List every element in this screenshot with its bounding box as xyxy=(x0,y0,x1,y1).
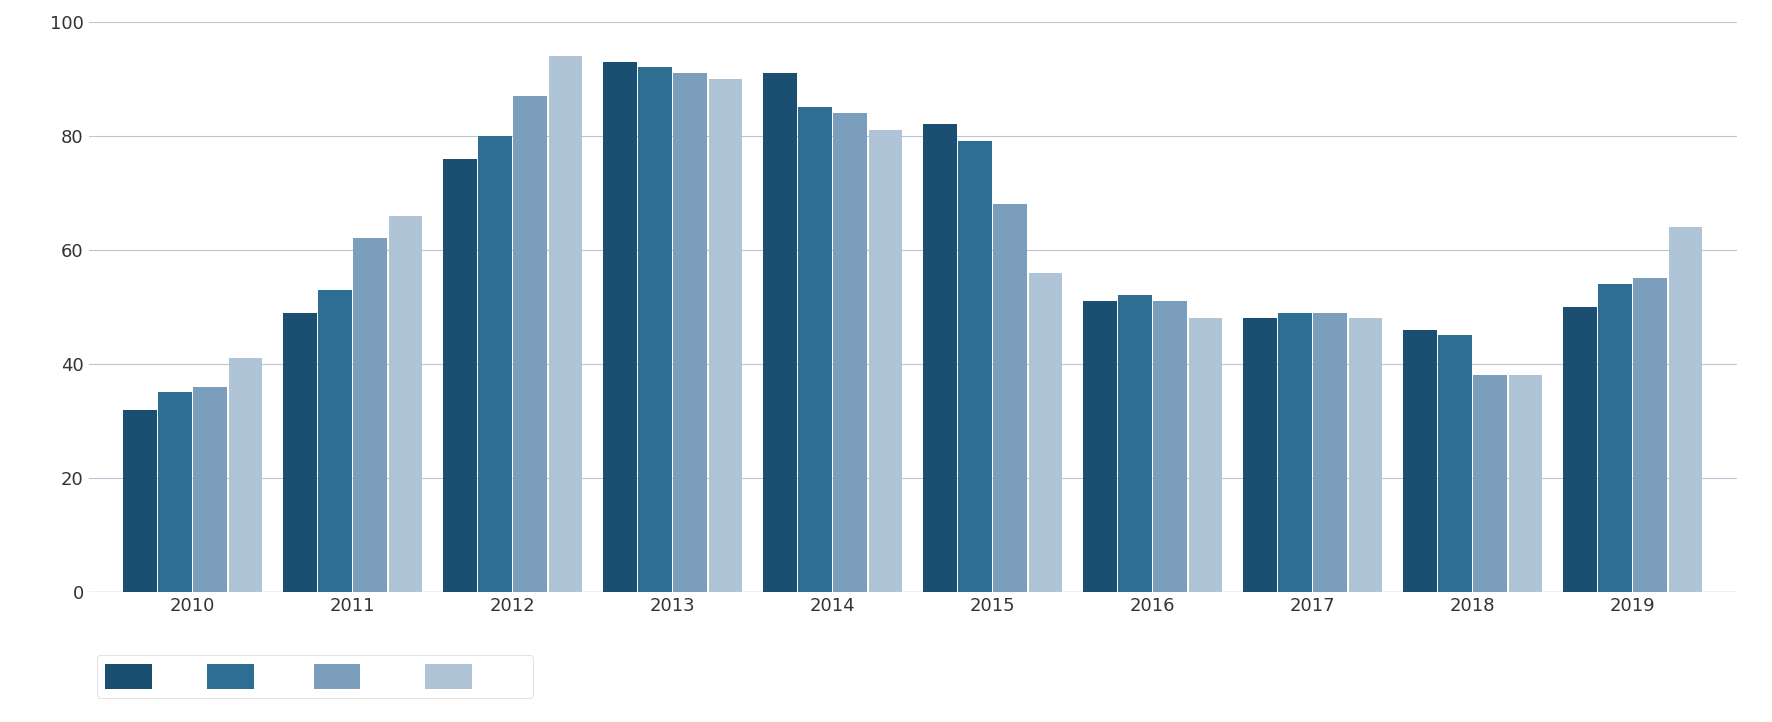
Bar xyxy=(602,61,636,592)
Bar xyxy=(122,409,156,592)
Bar xyxy=(284,313,317,592)
Bar xyxy=(1563,307,1597,592)
Bar xyxy=(549,56,583,592)
Bar xyxy=(797,107,831,592)
Bar xyxy=(638,67,672,592)
Bar xyxy=(478,136,512,592)
Bar xyxy=(764,73,797,592)
Bar xyxy=(388,216,422,592)
Bar xyxy=(959,142,992,592)
Bar xyxy=(868,130,902,592)
Bar xyxy=(923,124,957,592)
Bar xyxy=(353,238,386,592)
Bar xyxy=(1189,318,1223,592)
Bar xyxy=(1313,313,1347,592)
Bar xyxy=(994,204,1028,592)
Bar xyxy=(1118,295,1152,592)
Bar xyxy=(1473,375,1506,592)
Bar xyxy=(1242,318,1276,592)
Bar xyxy=(514,96,548,592)
Bar xyxy=(1154,301,1187,592)
Bar xyxy=(1278,313,1311,592)
Bar xyxy=(158,393,191,592)
Bar xyxy=(1439,335,1473,592)
Bar xyxy=(1028,273,1061,592)
Bar xyxy=(229,358,262,592)
Bar xyxy=(709,79,742,592)
Bar xyxy=(193,387,227,592)
Bar xyxy=(1348,318,1382,592)
Bar xyxy=(833,113,867,592)
Bar xyxy=(1669,227,1703,592)
Bar xyxy=(1634,279,1667,592)
Bar xyxy=(673,73,707,592)
Bar xyxy=(1403,330,1437,592)
Bar xyxy=(1508,375,1542,592)
Bar xyxy=(443,159,477,592)
Bar xyxy=(1598,284,1632,592)
Bar xyxy=(319,290,353,592)
Bar xyxy=(1083,301,1116,592)
Legend: І кв., ІІ кв., ІІІ кв., ІV кв.: І кв., ІІ кв., ІІІ кв., ІV кв. xyxy=(97,656,533,697)
